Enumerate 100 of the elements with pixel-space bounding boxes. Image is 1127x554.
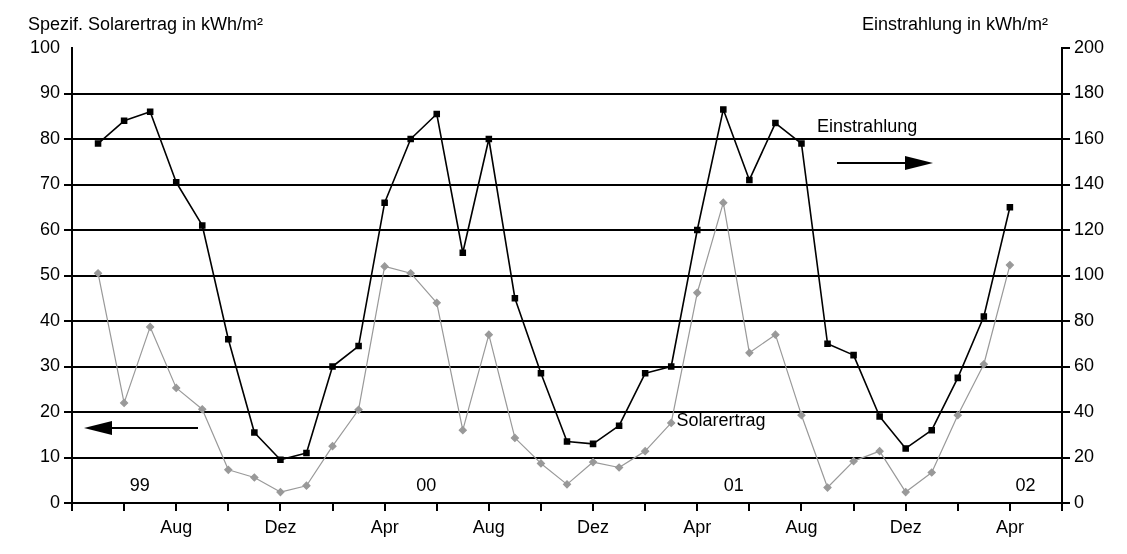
point: [615, 422, 623, 429]
point: [277, 456, 284, 464]
point: [719, 198, 728, 207]
point: [276, 487, 285, 497]
y-tick-label: 100: [29, 36, 60, 57]
annotation: 01: [723, 475, 744, 495]
point: [354, 405, 363, 414]
point: [406, 269, 415, 278]
y-axis-title: Spezif. Solarertrag in kWh/m²: [28, 14, 264, 34]
point: [745, 348, 754, 357]
point: [563, 438, 571, 445]
y-tick-label: 40: [39, 309, 60, 330]
y2-tick-label: 180: [1074, 82, 1105, 103]
y-tick-label: 0: [49, 491, 60, 512]
point: [484, 330, 493, 339]
point: [537, 370, 545, 377]
y-tick-label: 20: [39, 400, 60, 421]
point: [876, 413, 883, 420]
point: [979, 360, 988, 369]
point: [510, 433, 519, 443]
point: [250, 473, 259, 482]
point: [355, 342, 362, 350]
x-tick-label: Apr: [370, 516, 399, 537]
point: [720, 106, 727, 113]
point: [407, 135, 414, 143]
point: [746, 176, 753, 184]
point: [303, 449, 310, 457]
point: [433, 110, 441, 118]
annotation: 02: [1015, 475, 1036, 495]
point: [329, 363, 336, 370]
point: [120, 398, 129, 407]
point: [432, 298, 441, 307]
y2-tick-label: 40: [1074, 400, 1095, 421]
point: [902, 445, 909, 452]
y2-tick-label: 100: [1074, 264, 1105, 285]
point: [511, 294, 519, 302]
y2-tick-label: 60: [1074, 355, 1095, 376]
point: [198, 405, 207, 414]
point: [225, 335, 232, 343]
point: [693, 226, 701, 234]
point: [641, 370, 649, 377]
y-tick-label: 90: [39, 82, 60, 103]
x-tick-label: Apr: [683, 516, 712, 537]
point: [198, 222, 206, 229]
series-label: Solarertrag: [676, 409, 766, 430]
point: [980, 313, 988, 320]
point: [641, 447, 650, 456]
y-tick-label: 30: [39, 355, 60, 376]
point: [693, 288, 702, 297]
point: [224, 465, 233, 474]
point: [850, 351, 857, 359]
point: [667, 363, 675, 370]
x-tick-label: Dez: [889, 516, 922, 537]
point: [120, 117, 128, 125]
annotation: 99: [129, 475, 150, 495]
point: [615, 463, 624, 472]
x-tick-label: Dez: [264, 516, 297, 537]
point: [251, 429, 258, 436]
point: [94, 140, 102, 147]
y-tick-label: 50: [39, 264, 60, 285]
point: [797, 411, 806, 420]
point: [824, 340, 831, 348]
point: [146, 108, 154, 115]
y2-tick-label: 20: [1074, 446, 1095, 467]
y-tick-label: 10: [39, 446, 60, 467]
point: [1006, 203, 1014, 211]
point: [823, 483, 832, 492]
point: [771, 330, 780, 339]
x-tick-label: Aug: [472, 516, 505, 537]
y2-tick-label: 200: [1074, 36, 1105, 57]
point: [172, 383, 181, 392]
point: [772, 119, 779, 127]
x-tick-label: Apr: [995, 516, 1024, 537]
y-tick-label: 80: [39, 127, 60, 148]
y2-tick-label: 0: [1074, 491, 1085, 512]
y2-tick-label: 160: [1074, 127, 1105, 148]
point: [901, 487, 910, 497]
series-label: Einstrahlung: [817, 116, 918, 137]
y2-tick-label: 80: [1074, 309, 1095, 330]
point: [146, 322, 155, 332]
point: [1005, 260, 1014, 270]
point: [380, 262, 389, 271]
x-tick-label: Aug: [160, 516, 193, 537]
point: [589, 440, 597, 448]
annotation: 00: [416, 475, 437, 495]
y-tick-label: 60: [39, 218, 60, 239]
point: [485, 135, 493, 143]
point: [562, 480, 572, 489]
x-tick-label: Aug: [785, 516, 818, 537]
point: [381, 199, 388, 206]
point: [954, 374, 962, 382]
point: [302, 481, 311, 490]
point: [798, 140, 805, 147]
point: [953, 411, 962, 420]
y2-axis-title: Einstrahlung in kWh/m²: [861, 14, 1048, 34]
point: [667, 418, 676, 428]
point: [875, 447, 884, 456]
point: [588, 457, 598, 467]
point: [328, 442, 337, 451]
point: [927, 468, 936, 477]
